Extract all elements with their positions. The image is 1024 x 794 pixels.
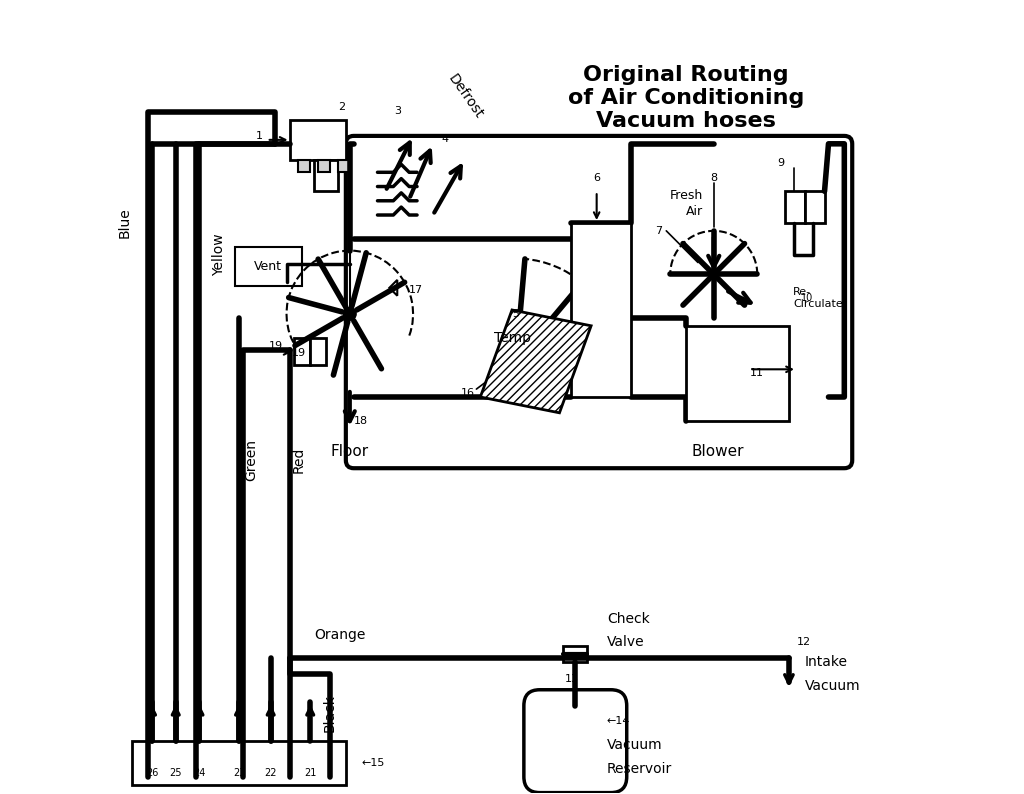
Text: 7: 7 <box>655 225 663 236</box>
Bar <box>314 160 338 191</box>
Bar <box>310 337 326 365</box>
Text: Re-
Circulate: Re- Circulate <box>793 287 843 309</box>
FancyBboxPatch shape <box>346 136 852 468</box>
Text: Vent: Vent <box>254 260 283 273</box>
Text: Yellow: Yellow <box>212 233 226 276</box>
Text: 5: 5 <box>512 309 519 319</box>
Text: Check: Check <box>607 611 649 626</box>
Polygon shape <box>480 310 591 413</box>
Text: 10: 10 <box>801 293 813 303</box>
Text: 23: 23 <box>232 768 245 778</box>
Circle shape <box>709 270 719 279</box>
Text: ←15: ←15 <box>361 758 385 769</box>
Text: 12: 12 <box>797 638 811 647</box>
Bar <box>805 191 824 223</box>
Text: 25: 25 <box>170 768 182 778</box>
Text: 6: 6 <box>593 173 600 183</box>
Text: Blue: Blue <box>118 207 131 238</box>
Text: 22: 22 <box>264 768 276 778</box>
Text: 26: 26 <box>145 768 158 778</box>
FancyBboxPatch shape <box>524 690 627 792</box>
Text: Original Routing
of Air Conditioning
Vacuum hoses: Original Routing of Air Conditioning Vac… <box>568 64 804 131</box>
Text: 11: 11 <box>750 368 763 378</box>
Bar <box>291 120 346 160</box>
Bar <box>338 160 350 172</box>
Text: 19: 19 <box>292 349 306 358</box>
Text: ←14: ←14 <box>607 716 631 727</box>
Bar <box>132 741 346 784</box>
Text: Intake: Intake <box>805 655 848 669</box>
Text: Vacuum: Vacuum <box>607 738 663 752</box>
Text: Red: Red <box>292 447 305 473</box>
Bar <box>295 337 310 365</box>
FancyBboxPatch shape <box>236 247 302 286</box>
Text: 2: 2 <box>338 102 345 112</box>
Text: 19: 19 <box>268 341 283 351</box>
Text: Floor: Floor <box>331 445 369 460</box>
Text: 8: 8 <box>711 173 718 183</box>
Text: Orange: Orange <box>314 628 366 642</box>
Text: Black: Black <box>323 695 337 732</box>
Text: Temp: Temp <box>494 330 530 345</box>
Bar <box>318 160 330 172</box>
Text: 16: 16 <box>461 388 475 398</box>
Text: Reservoir: Reservoir <box>607 762 672 776</box>
Text: 4: 4 <box>441 134 449 144</box>
Text: 3: 3 <box>394 106 400 116</box>
Bar <box>686 326 788 421</box>
Text: Vacuum: Vacuum <box>805 679 860 693</box>
Text: 18: 18 <box>353 416 368 426</box>
Text: Green: Green <box>244 439 258 481</box>
Text: 13: 13 <box>564 674 579 684</box>
Text: 1: 1 <box>256 131 263 141</box>
Text: 21: 21 <box>304 768 316 778</box>
Bar <box>785 191 805 223</box>
Text: 24: 24 <box>194 768 206 778</box>
Text: 9: 9 <box>777 157 784 168</box>
Text: Defrost: Defrost <box>444 71 485 121</box>
Text: Valve: Valve <box>607 635 644 649</box>
Text: Fresh: Fresh <box>671 189 703 202</box>
Circle shape <box>343 307 356 320</box>
Text: Air: Air <box>686 205 703 218</box>
Bar <box>571 223 631 397</box>
Text: 17: 17 <box>410 285 423 295</box>
Polygon shape <box>389 280 397 295</box>
Text: Blower: Blower <box>691 445 744 460</box>
Bar <box>563 646 587 662</box>
Bar <box>298 160 310 172</box>
